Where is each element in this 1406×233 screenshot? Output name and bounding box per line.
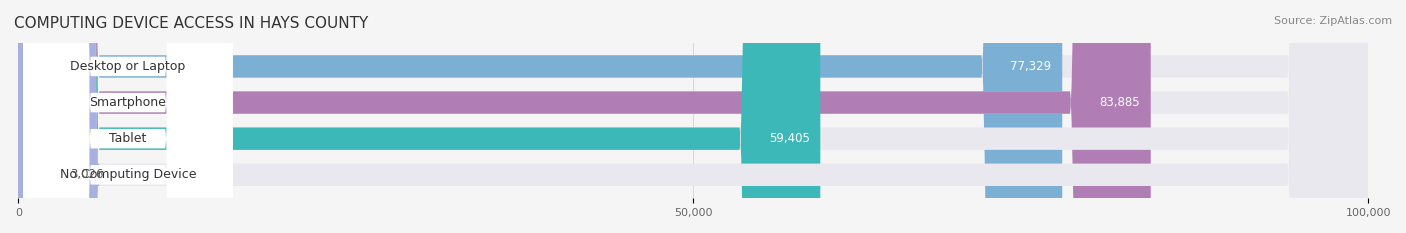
FancyBboxPatch shape xyxy=(18,0,1368,233)
Text: 59,405: 59,405 xyxy=(769,132,810,145)
Text: COMPUTING DEVICE ACCESS IN HAYS COUNTY: COMPUTING DEVICE ACCESS IN HAYS COUNTY xyxy=(14,16,368,31)
Text: Desktop or Laptop: Desktop or Laptop xyxy=(70,60,186,73)
FancyBboxPatch shape xyxy=(24,0,232,233)
FancyBboxPatch shape xyxy=(18,0,1368,233)
FancyBboxPatch shape xyxy=(18,0,820,233)
FancyBboxPatch shape xyxy=(18,0,1150,233)
Text: 77,329: 77,329 xyxy=(1011,60,1052,73)
Text: 83,885: 83,885 xyxy=(1099,96,1140,109)
FancyBboxPatch shape xyxy=(18,0,1063,233)
Text: No Computing Device: No Computing Device xyxy=(59,168,197,181)
FancyBboxPatch shape xyxy=(18,0,1368,233)
Text: Source: ZipAtlas.com: Source: ZipAtlas.com xyxy=(1274,16,1392,26)
FancyBboxPatch shape xyxy=(0,0,100,233)
FancyBboxPatch shape xyxy=(24,0,232,233)
Text: Smartphone: Smartphone xyxy=(90,96,166,109)
Text: 3,026: 3,026 xyxy=(70,168,104,181)
FancyBboxPatch shape xyxy=(24,0,232,233)
FancyBboxPatch shape xyxy=(24,0,232,233)
FancyBboxPatch shape xyxy=(18,0,1368,233)
Text: Tablet: Tablet xyxy=(110,132,146,145)
